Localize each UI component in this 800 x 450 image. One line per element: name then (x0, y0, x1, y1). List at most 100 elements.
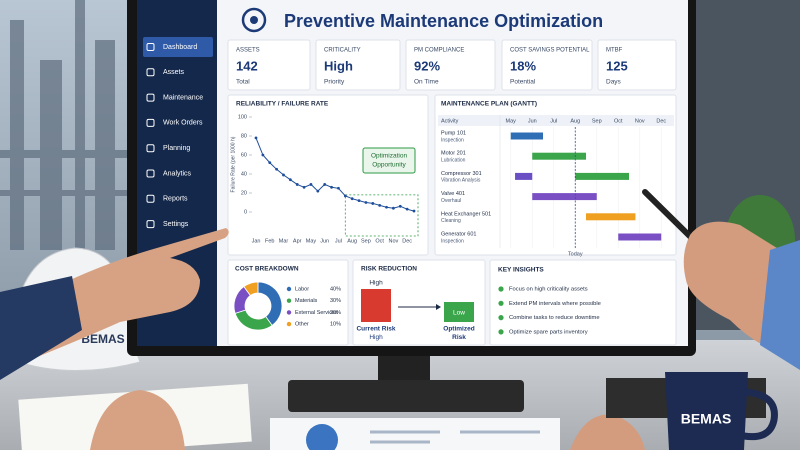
dashboard: Preventive Maintenance Optimization Dashb… (143, 7, 677, 346)
x-tick-label: Feb (265, 238, 274, 244)
activity-name: Compressor 301 (441, 171, 482, 177)
annotation-box (362, 147, 416, 174)
point (275, 167, 279, 171)
kpi-value: 125 (606, 58, 628, 73)
page-title: Preventive Maintenance Optimization (284, 11, 603, 31)
legend-name: Labor (295, 286, 309, 292)
legend-swatch (286, 286, 292, 292)
panel (597, 39, 677, 91)
today-label: Today (568, 251, 583, 257)
activity-detail: Inspection (441, 137, 464, 143)
x-tick-label: Nov (635, 118, 645, 124)
y-tick-label: 0 (244, 209, 247, 215)
annotation: Opportunity (372, 162, 406, 169)
risk-caption: Optimized (443, 326, 474, 333)
chart-title: RELIABILITY / FAILURE RATE (236, 101, 329, 108)
x-tick-label: Apr (293, 238, 302, 244)
panel (315, 39, 401, 91)
y-tick-label: 40 (241, 171, 247, 177)
nav-item[interactable]: Assets (163, 69, 185, 76)
insight-item: Focus on high criticality assets (509, 287, 588, 293)
risk-high-box (361, 289, 391, 322)
paper-lines (370, 430, 540, 444)
pie-slice (243, 281, 259, 297)
point (337, 186, 340, 190)
kpi-note: On Time (414, 79, 439, 86)
risk-before: High (369, 280, 383, 287)
nav-item[interactable]: Work Orders (163, 120, 203, 127)
point (261, 153, 265, 157)
nav-item[interactable]: Planning (163, 145, 190, 152)
legend-value: 20% (330, 310, 341, 316)
nav-item[interactable]: Analytics (163, 170, 192, 177)
point (364, 201, 368, 204)
kpi-note: Total (236, 79, 250, 86)
y-tick-label: 100 (238, 114, 247, 120)
activity-detail: Cleaning (441, 218, 461, 224)
point (330, 185, 333, 189)
header-icon (241, 7, 267, 33)
nav-icon (146, 43, 155, 51)
check-icon (498, 329, 504, 335)
legend-name: Other (295, 322, 309, 328)
x-tick-label: Aug (347, 238, 357, 244)
kpi-value: 18% (510, 58, 536, 73)
kpi-note: Priority (324, 79, 345, 86)
nav-item[interactable]: Settings (163, 221, 189, 228)
point (302, 185, 306, 189)
check-icon (498, 286, 504, 292)
point (350, 197, 354, 201)
x-tick-label: Mar (279, 238, 289, 244)
mug-handle (743, 388, 778, 441)
nav-icon (146, 144, 155, 153)
risk-after: Low (453, 310, 465, 317)
mug (665, 372, 748, 450)
point (378, 203, 382, 207)
y-tick-label: 60 (241, 152, 247, 158)
point (282, 173, 285, 177)
y-tick-label: 20 (241, 190, 247, 196)
check-icon (498, 315, 504, 321)
nav-icon (146, 118, 155, 127)
nav-icon (146, 220, 155, 229)
legend-swatch (286, 310, 292, 315)
nav-item[interactable]: Reports (163, 196, 188, 203)
x-tick-label: Jun (320, 238, 329, 244)
panel (489, 259, 677, 346)
chart-title: COST BREAKDOWN (235, 266, 299, 273)
activity-detail: Lubrication (441, 158, 466, 164)
kpi-label: MTBF (606, 48, 623, 54)
activity-name: Heat Exchanger 501 (441, 211, 491, 217)
insight-item: Optimize spare parts inventory (509, 329, 588, 335)
nav-item[interactable]: Maintenance (163, 94, 203, 101)
kpi-value: High (324, 58, 353, 73)
gantt-bar (532, 193, 597, 201)
opportunity-region (344, 194, 419, 237)
panel (501, 39, 593, 91)
risk-caption: Current Risk (356, 326, 395, 333)
kpi-note: Potential (510, 79, 536, 86)
point (295, 183, 299, 186)
refinery (0, 0, 128, 250)
nav-item[interactable]: Dashboard (163, 44, 197, 51)
x-tick-label: May (306, 238, 317, 244)
x-tick-label: Oct (614, 118, 623, 124)
point (343, 194, 347, 198)
panel (352, 259, 486, 346)
legend-name: External Services (295, 310, 338, 316)
activity-name: Generator 601 (441, 231, 476, 237)
kpi-label: CRITICALITY (324, 48, 361, 54)
x-tick-label: Jun (528, 118, 537, 124)
monitor-base (288, 380, 524, 412)
gantt-bar (515, 172, 533, 180)
panel (405, 39, 496, 91)
point (385, 205, 388, 209)
kpi-value: 92% (414, 58, 440, 73)
bottom-right-hand (570, 414, 645, 450)
bottom-left-hand (90, 390, 185, 450)
point (371, 202, 375, 205)
point (412, 209, 416, 213)
header-icon-core (250, 16, 258, 24)
